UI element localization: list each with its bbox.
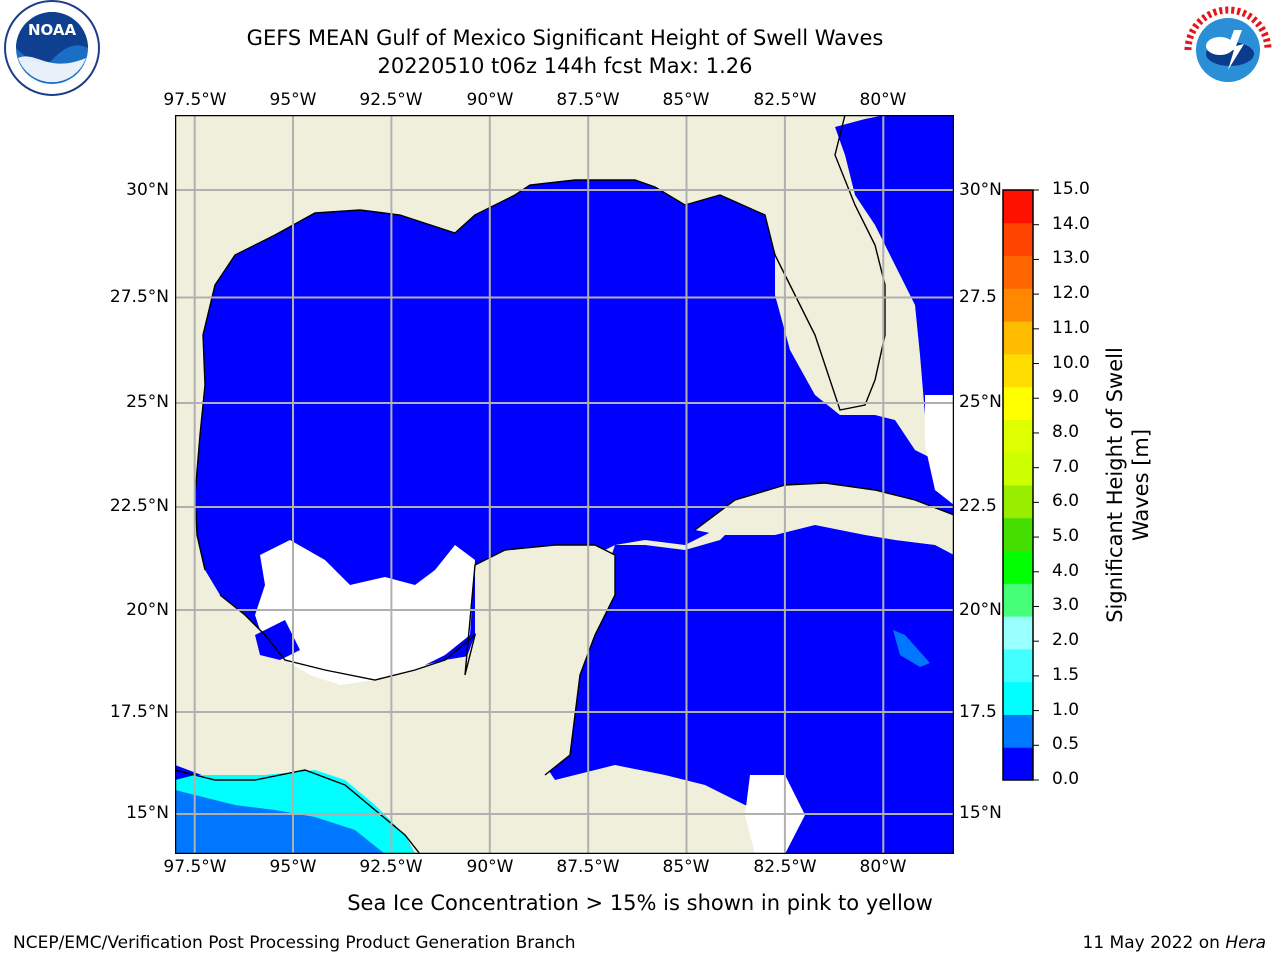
colorbar-segment: [1003, 190, 1033, 224]
lat-tick-right: 30°N: [959, 180, 1002, 200]
colorbar-segment: [1003, 386, 1033, 420]
colorbar-segment: [1003, 353, 1033, 388]
footer-date-text: 11 May 2022 on: [1082, 933, 1226, 953]
chart-subtitle: 20220510 t06z 144h fcst Max: 1.26: [377, 54, 753, 78]
colorbar-tick-label: 0.0: [1052, 769, 1080, 789]
lon-tick-top: 95°W: [269, 90, 317, 110]
lon-tick-bottom: 87.5°W: [556, 857, 620, 877]
map-panel: [175, 115, 954, 854]
colorbar-label-line1: Significant Height of Swell: [1103, 347, 1127, 623]
colorbar-tick-label: 8.0: [1052, 421, 1080, 442]
caribbean-ocean: [545, 490, 954, 854]
lat-tick-left: 20°N: [126, 600, 169, 620]
lon-tick-bottom: 82.5°W: [753, 857, 817, 877]
lon-tick-top: 85°W: [662, 90, 710, 110]
colorbar-segment: [1003, 550, 1033, 584]
lat-tick-right: 15°N: [959, 803, 1002, 823]
colorbar-tick-label: 5.0: [1052, 526, 1080, 547]
lat-tick-left: 22.5°N: [109, 496, 169, 516]
map-gridlines: [175, 115, 954, 854]
colorbar-segment: [1003, 747, 1033, 781]
colorbar-segment: [1003, 616, 1033, 650]
noaa-logo: NOAA: [4, 0, 100, 96]
lon-tick-top: 87.5°W: [556, 90, 620, 110]
colorbar-segment: [1003, 681, 1033, 715]
colorbar-tick-label: 15.0: [1052, 179, 1090, 199]
lon-tick-top: 80°W: [859, 90, 907, 110]
atlantic-ocean: [835, 115, 954, 505]
colorbar-tick-label: 11.0: [1052, 317, 1090, 338]
map-frame: [175, 115, 954, 854]
colorbar-tick-label: 9.0: [1052, 387, 1080, 408]
colorbar-tick-label: 3.0: [1052, 595, 1080, 616]
colorbar-tick-label: 1.5: [1052, 664, 1080, 685]
chart-title: GEFS MEAN Gulf of Mexico Significant Hei…: [246, 26, 884, 50]
lon-tick-bottom: 90°W: [466, 857, 514, 877]
colorbar-tick-label: 4.0: [1052, 560, 1080, 581]
footer-host: Hera: [1225, 933, 1266, 953]
lat-tick-left: 17.5°N: [109, 702, 169, 722]
colorbar-tick-label: 13.0: [1052, 248, 1090, 269]
colorbar-segment: [1003, 583, 1033, 617]
colorbar-frame: [1002, 189, 1034, 781]
nws-logo: [1181, 3, 1275, 97]
lat-tick-right: 20°N: [959, 600, 1002, 620]
lon-tick-top: 97.5°W: [163, 90, 227, 110]
colorbar-segment: [1003, 222, 1033, 257]
colorbar-segment: [1003, 321, 1033, 355]
colorbar-tick-label: 6.0: [1052, 491, 1080, 512]
lon-tick-bottom: 85°W: [662, 857, 710, 877]
colorbar-tick-label: 1.0: [1052, 699, 1080, 720]
colorbar-segment: [1003, 255, 1033, 289]
bay-of-campeche-mask: [255, 540, 475, 685]
lat-tick-left: 30°N: [126, 180, 169, 200]
colorbar-tick-label: 10.0: [1052, 352, 1090, 373]
gulf-ocean: [195, 180, 954, 675]
yucatan-peninsula: [460, 545, 615, 775]
lat-tick-right: 17.5: [959, 702, 997, 722]
colorbar-tick-label: 7.0: [1052, 456, 1080, 477]
lon-tick-top: 90°W: [466, 90, 514, 110]
lon-tick-bottom: 80°W: [859, 857, 907, 877]
colorbar-segment: [1003, 714, 1033, 748]
colorbar-segment: [1003, 288, 1033, 322]
lat-tick-right: 22.5: [959, 496, 997, 516]
footer-date: 11 May 2022 on Hera: [1083, 933, 1267, 953]
colorbar-segment: [1003, 517, 1033, 552]
lat-tick-left: 25°N: [126, 392, 169, 412]
lon-tick-bottom: 92.5°W: [359, 857, 423, 877]
colorbar-tick-label: 0.5: [1052, 734, 1080, 755]
cuba-island: [695, 483, 954, 555]
colorbar-segment: [1003, 419, 1033, 453]
lat-tick-right: 25°N: [959, 392, 1002, 412]
sea-ice-footnote: Sea Ice Concentration > 15% is shown in …: [347, 891, 933, 915]
colorbar-segment: [1003, 452, 1033, 486]
footer-credit: NCEP/EMC/Verification Post Processing Pr…: [13, 933, 576, 953]
lat-tick-left: 15°N: [126, 803, 169, 823]
lon-tick-top: 92.5°W: [359, 90, 423, 110]
colorbar-tick-label: 12.0: [1052, 283, 1090, 304]
colorbar: [1002, 189, 1039, 781]
colorbar-segment: [1003, 648, 1033, 683]
lon-tick-top: 82.5°W: [753, 90, 817, 110]
colorbar-tick-label: 2.0: [1052, 630, 1080, 651]
lat-tick-right: 27.5: [959, 287, 997, 307]
noaa-logo-text: NOAA: [28, 21, 77, 39]
colorbar-tick-label: 14.0: [1052, 213, 1090, 234]
colorbar-label: Significant Height of Swell Waves [m]: [1102, 347, 1154, 623]
lat-tick-left: 27.5°N: [109, 287, 169, 307]
lon-tick-bottom: 95°W: [269, 857, 317, 877]
colorbar-segment: [1003, 485, 1033, 519]
colorbar-label-line2: Waves [m]: [1129, 428, 1153, 542]
lon-tick-bottom: 97.5°W: [163, 857, 227, 877]
